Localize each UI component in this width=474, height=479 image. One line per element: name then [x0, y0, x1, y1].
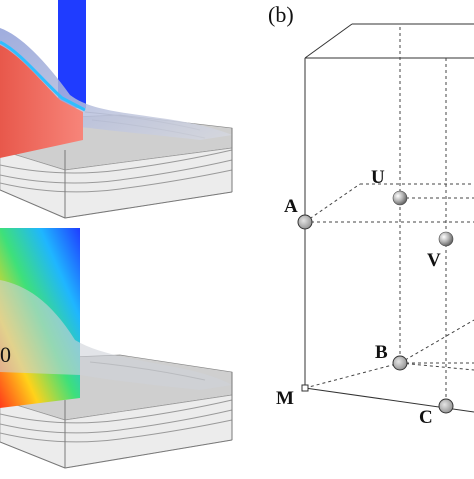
bottom-dome [0, 280, 232, 390]
label-a: A [284, 196, 298, 217]
panel-b-label: (b) [268, 2, 294, 27]
point-b [392, 355, 408, 371]
point-a [297, 214, 313, 230]
label-u: U [371, 167, 385, 188]
lower-label: 0 [0, 342, 11, 367]
box-dashed [304, 27, 474, 406]
label-m: M [276, 388, 294, 409]
point-m [301, 384, 309, 392]
panel-a-bottom: 0 [0, 228, 233, 469]
panel-b: (b) U [268, 2, 474, 428]
label-v: V [427, 250, 441, 271]
label-c: C [419, 407, 433, 428]
panel-a-top [0, 0, 233, 219]
point-c [438, 398, 454, 414]
sphere-v [438, 231, 454, 247]
box-edges [304, 23, 474, 413]
sphere-u [392, 190, 408, 206]
label-b: B [375, 342, 388, 363]
top-red-band [0, 45, 83, 158]
